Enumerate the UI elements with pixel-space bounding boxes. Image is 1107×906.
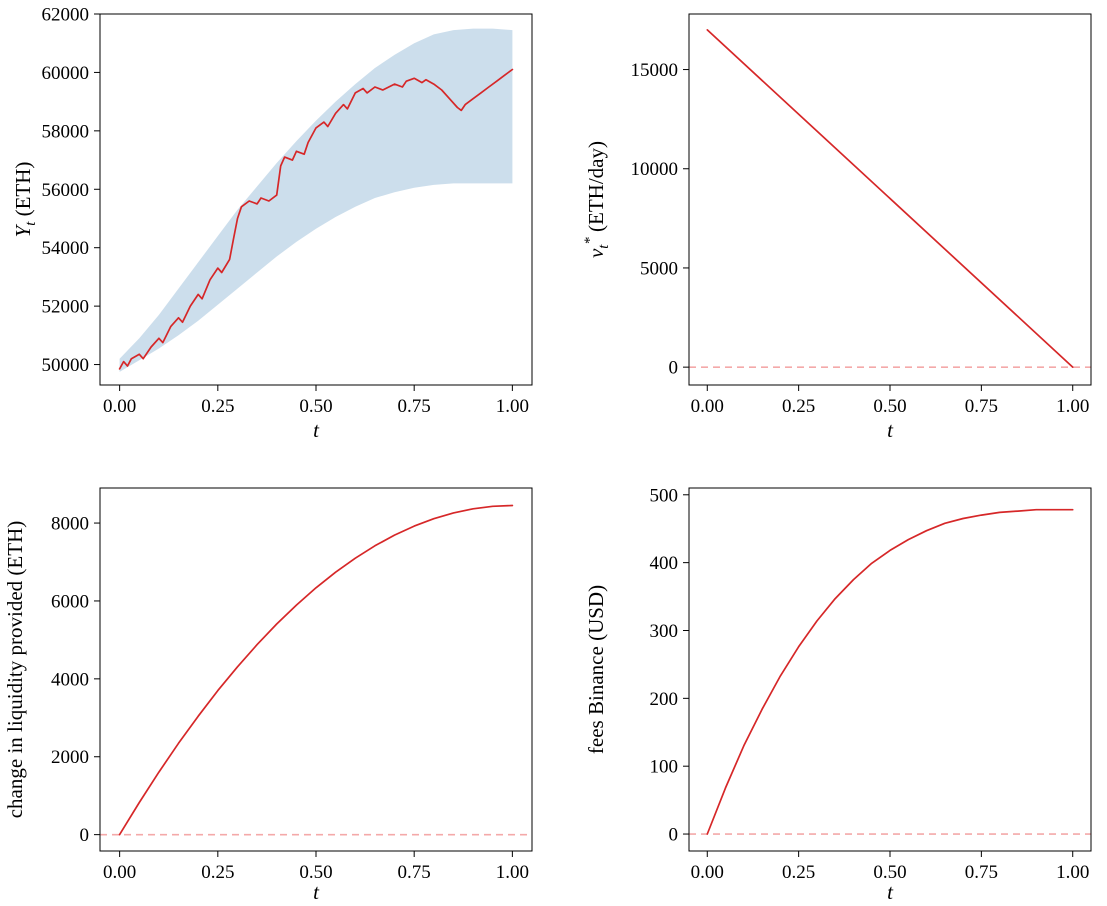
svg-text:0.75: 0.75 — [965, 862, 998, 883]
svg-text:200: 200 — [650, 689, 679, 710]
svg-text:t: t — [313, 880, 320, 904]
svg-text:0.75: 0.75 — [398, 862, 431, 883]
svg-text:10000: 10000 — [631, 159, 679, 180]
chart-trading-rate: 0.00 0.25 0.50 0.75 1.00 0 5000 10000 15000 t νt* … — [553, 0, 1107, 453]
svg-text:15000: 15000 — [631, 60, 679, 81]
svg-text:100: 100 — [650, 757, 679, 778]
svg-text:0.50: 0.50 — [873, 396, 906, 417]
svg-text:t: t — [887, 880, 894, 904]
svg-text:0.25: 0.25 — [782, 862, 815, 883]
svg-text:fees Binance (USD): fees Binance (USD) — [584, 585, 608, 754]
svg-text:58000: 58000 — [42, 121, 90, 142]
svg-text:300: 300 — [650, 621, 679, 642]
svg-text:t: t — [313, 418, 320, 442]
svg-text:56000: 56000 — [42, 180, 90, 201]
svg-text:0.00: 0.00 — [103, 862, 136, 883]
chart-fees-binance: 0.00 0.25 0.50 0.75 1.00 0 100 200 300 400 500 t fee… — [553, 453, 1107, 906]
svg-text:6000: 6000 — [51, 591, 89, 612]
svg-text:0.00: 0.00 — [103, 396, 136, 417]
svg-text:54000: 54000 — [42, 238, 90, 259]
svg-text:Yt (ETH): Yt (ETH) — [11, 162, 39, 238]
svg-text:52000: 52000 — [42, 297, 90, 318]
svg-text:400: 400 — [650, 553, 679, 574]
svg-text:0: 0 — [669, 825, 679, 846]
svg-text:0: 0 — [80, 825, 90, 846]
svg-text:8000: 8000 — [51, 514, 89, 535]
svg-text:2000: 2000 — [51, 747, 89, 768]
svg-text:0.25: 0.25 — [201, 862, 234, 883]
svg-text:0.50: 0.50 — [299, 396, 332, 417]
svg-text:60000: 60000 — [42, 63, 90, 84]
svg-text:0.50: 0.50 — [299, 862, 332, 883]
svg-text:500: 500 — [650, 485, 679, 506]
svg-text:0.75: 0.75 — [965, 396, 998, 417]
svg-text:νt* (ETH/day): νt* (ETH/day) — [582, 141, 612, 258]
chart-liquidity-change: 0.00 0.25 0.50 0.75 1.00 0 2000 4000 6000 8000 t ch… — [0, 453, 553, 906]
svg-text:0.00: 0.00 — [691, 396, 724, 417]
svg-text:5000: 5000 — [640, 258, 678, 279]
svg-text:1.00: 1.00 — [496, 862, 529, 883]
chart-inventory-yt: 0.00 0.25 0.50 0.75 1.00 50000 52000 54000 56000… — [0, 0, 553, 453]
svg-text:50000: 50000 — [42, 355, 90, 376]
svg-text:1.00: 1.00 — [1056, 862, 1089, 883]
svg-text:0.00: 0.00 — [691, 862, 724, 883]
svg-text:0.25: 0.25 — [782, 396, 815, 417]
svg-text:1.00: 1.00 — [496, 396, 529, 417]
svg-text:4000: 4000 — [51, 669, 89, 690]
svg-text:62000: 62000 — [42, 5, 90, 26]
svg-text:change in liquidity provided (: change in liquidity provided (ETH) — [3, 521, 27, 819]
svg-text:0.25: 0.25 — [201, 396, 234, 417]
svg-text:1.00: 1.00 — [1056, 396, 1089, 417]
svg-text:0.50: 0.50 — [873, 862, 906, 883]
svg-text:0: 0 — [669, 358, 679, 379]
svg-text:t: t — [887, 418, 894, 442]
svg-text:0.75: 0.75 — [398, 396, 431, 417]
